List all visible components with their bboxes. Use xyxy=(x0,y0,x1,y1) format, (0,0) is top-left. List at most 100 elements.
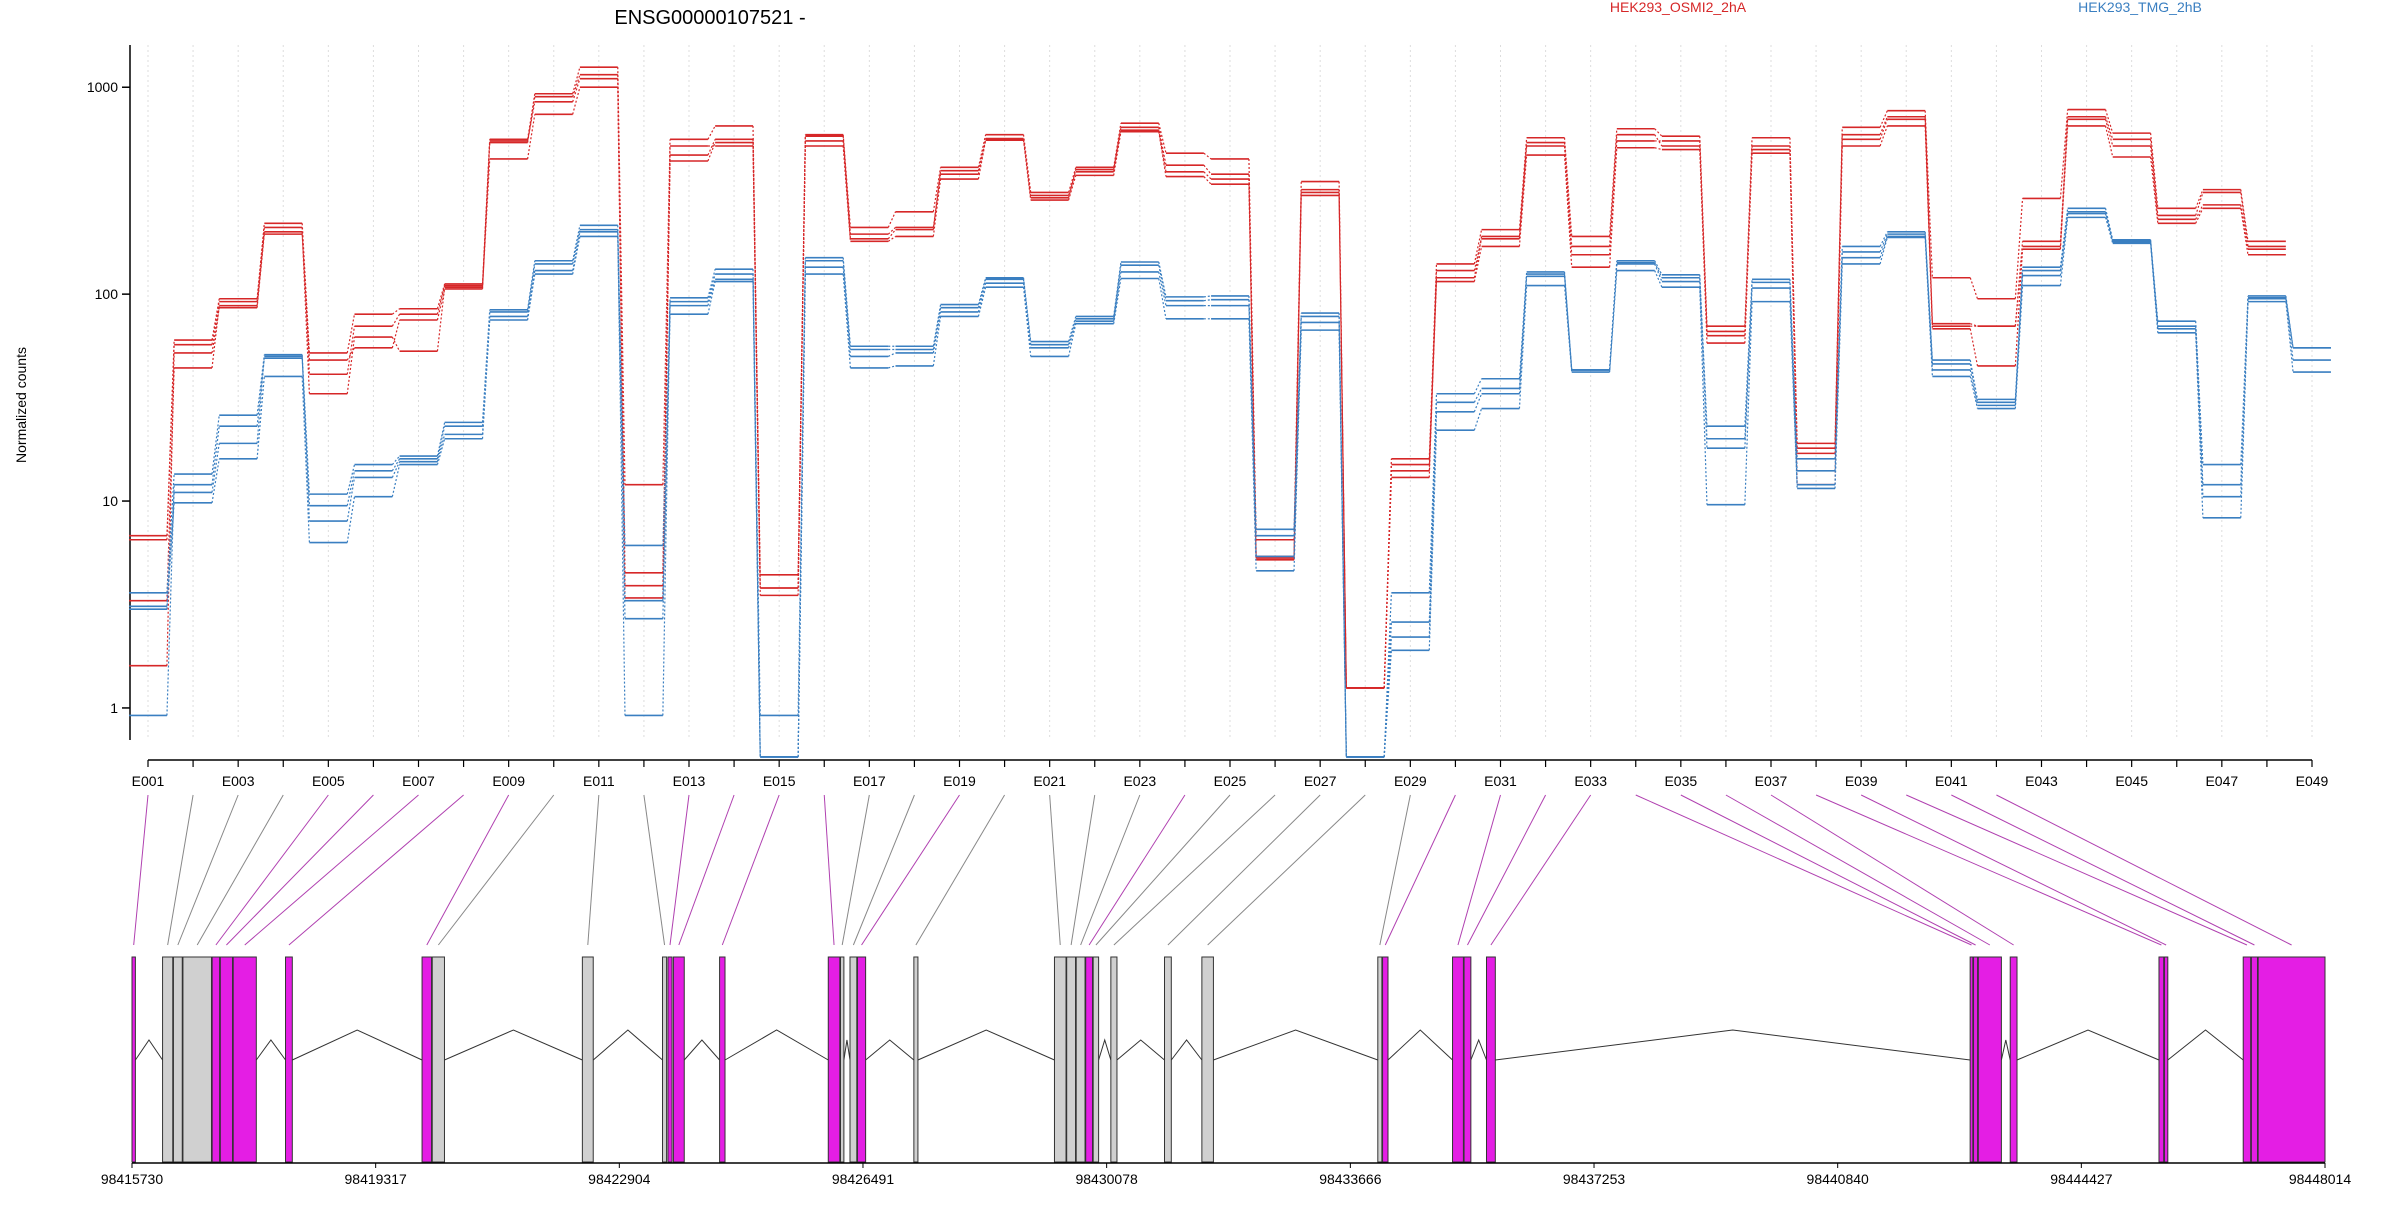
series-4-connector-1 xyxy=(211,415,220,475)
series-0-connector-1 xyxy=(211,298,220,341)
series-2 xyxy=(129,86,2286,689)
x-tick-label-e045: E045 xyxy=(2115,773,2148,789)
series-3-connector-6 xyxy=(436,288,446,321)
exon-connector-e040 xyxy=(1906,794,2248,946)
exon-block-e013 xyxy=(667,956,673,1163)
series-4-connector-6 xyxy=(436,422,446,457)
series-6-connector-2 xyxy=(256,376,265,459)
intron-1 xyxy=(134,1039,163,1061)
genomic-tick-label-5: 98433666 xyxy=(1319,1171,1382,1187)
series-5-connector-17 xyxy=(932,311,942,354)
series-6-connector-41 xyxy=(2014,285,2024,409)
exon-block-e006 xyxy=(219,956,234,1163)
series-7-connector-20 xyxy=(1068,318,1077,345)
exon-block-e016 xyxy=(827,956,841,1163)
series-4-connector-28 xyxy=(1428,393,1438,593)
series-0-connector-18 xyxy=(977,134,987,168)
series-4-connector-9 xyxy=(572,225,581,261)
series-1-connector-30 xyxy=(1518,145,1528,237)
series-0-connector-41 xyxy=(2014,198,2024,299)
series-6-connector-20 xyxy=(1068,323,1077,357)
series-5-connector-2 xyxy=(256,356,265,444)
series-5-connector-0 xyxy=(166,492,175,607)
series-1-connector-1 xyxy=(211,301,220,345)
series-2-connector-6 xyxy=(436,287,446,352)
series-0-connector-27 xyxy=(1383,458,1392,688)
x-tick-label-e005: E005 xyxy=(312,773,345,789)
series-7-connector-23 xyxy=(1203,299,1212,302)
exon-connector-e013 xyxy=(669,794,690,946)
exon-connector-e012 xyxy=(643,794,666,946)
x-tick-label-e041: E041 xyxy=(1935,773,1968,789)
series-2-connector-42 xyxy=(2059,125,2069,250)
y-axis-label: Normalized counts xyxy=(13,347,29,463)
series-5-connector-40 xyxy=(1969,369,1979,406)
x-tick-label-e037: E037 xyxy=(1755,773,1788,789)
series-5-connector-1 xyxy=(211,443,220,493)
series-0-connector-29 xyxy=(1473,229,1483,265)
series-0-connector-4 xyxy=(346,314,356,354)
series-5-connector-22 xyxy=(1158,271,1167,306)
series-0-connector-21 xyxy=(1113,123,1122,168)
series-7-connector-14 xyxy=(797,260,806,757)
exon-connector-e017 xyxy=(841,794,870,946)
series-4-connector-25 xyxy=(1293,313,1302,530)
intron-20 xyxy=(917,1029,1055,1061)
legend-label-tmg: HEK293_TMG_2hB xyxy=(2078,0,2202,15)
series-7-connector-28 xyxy=(1428,402,1438,638)
x-tick-label-e043: E043 xyxy=(2025,773,2058,789)
exon-block-e003 xyxy=(172,956,183,1163)
series-0-connector-12 xyxy=(707,125,716,140)
series-2-connector-33 xyxy=(1654,147,1663,151)
series-1-connector-16 xyxy=(887,227,896,235)
series-3-connector-18 xyxy=(977,138,987,171)
exon-connector-e024 xyxy=(1088,794,1186,946)
series-6-connector-3 xyxy=(301,376,310,543)
series-5-connector-16 xyxy=(888,352,896,357)
series-3-connector-16 xyxy=(887,229,896,240)
x-tick-label-e027: E027 xyxy=(1304,773,1337,789)
x-tick-label-e009: E009 xyxy=(492,773,525,789)
genomic-tick-label-8: 98444427 xyxy=(2050,1171,2113,1187)
series-5-connector-35 xyxy=(1744,288,1753,449)
exon-block-e022 xyxy=(1066,956,1077,1163)
genomic-tick-label-6: 98437253 xyxy=(1563,1171,1626,1187)
exon-connector-e028 xyxy=(1207,794,1366,946)
series-1-connector-40 xyxy=(1970,323,1978,327)
series-4-connector-33 xyxy=(1654,260,1663,276)
series-1-connector-44 xyxy=(2150,139,2159,216)
series-7-connector-8 xyxy=(527,263,536,313)
series-6-connector-46 xyxy=(2240,301,2249,518)
series-2-connector-29 xyxy=(1473,246,1483,282)
intron-8 xyxy=(292,1029,423,1061)
series-6-connector-17 xyxy=(932,316,942,366)
series-0-connector-5 xyxy=(391,308,400,315)
series-7-connector-26 xyxy=(1338,316,1347,757)
series-3-connector-37 xyxy=(1834,139,1843,449)
series-0-connector-35 xyxy=(1744,137,1753,327)
x-tick-label-e013: E013 xyxy=(673,773,706,789)
exon-connector-e021 xyxy=(1049,794,1061,946)
intron-19 xyxy=(865,1039,915,1061)
series-0-connector-16 xyxy=(887,211,897,228)
exon-block-e033 xyxy=(1485,956,1496,1163)
exon-block-e042 xyxy=(2257,956,2326,1163)
series-2-connector-45 xyxy=(2195,208,2204,224)
series-2-connector-9 xyxy=(572,87,581,115)
exon-connector-e022 xyxy=(1070,794,1096,946)
series-5-connector-47 xyxy=(2285,297,2294,348)
x-tick-label-e049: E049 xyxy=(2296,773,2329,789)
intron-30 xyxy=(1387,1029,1453,1061)
x-tick-label-e019: E019 xyxy=(943,773,976,789)
series-2-connector-40 xyxy=(1969,328,1979,367)
exon-block-e010 xyxy=(431,956,445,1163)
series-7-connector-3 xyxy=(301,358,310,506)
series-3-connector-23 xyxy=(1203,164,1212,175)
series-7-connector-12 xyxy=(707,273,716,302)
exon-connector-e037 xyxy=(1770,794,2014,946)
exon-block-e031 xyxy=(1452,956,1464,1163)
series-7-connector-43 xyxy=(2104,211,2114,242)
series-2-connector-5 xyxy=(391,336,401,352)
series-2-connector-12 xyxy=(707,142,716,162)
